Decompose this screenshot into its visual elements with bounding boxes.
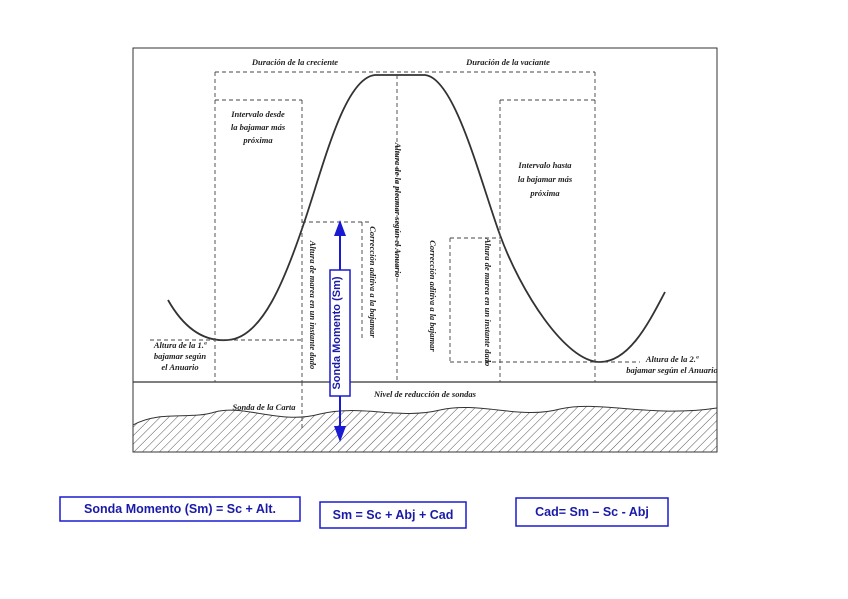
- label: próxima: [242, 135, 273, 145]
- label: Altura de marea en un instante dado: [483, 237, 493, 366]
- label: Altura de la pleamar según el Anuario: [393, 142, 403, 278]
- formula: Sm = Sc + Abj + Cad: [333, 508, 454, 522]
- label: Sonda de la Carta: [232, 402, 296, 412]
- formula: Cad= Sm – Sc - Abj: [535, 505, 649, 519]
- label: Corrección aditiva a la bajamar: [368, 226, 378, 338]
- label: la bajamar más: [231, 122, 286, 132]
- label: Intervalo hasta: [517, 160, 572, 170]
- sm-box: [329, 269, 351, 397]
- label: Altura de marea en un instante dado: [308, 240, 318, 369]
- label: Altura de la 2.ª: [645, 354, 699, 364]
- label: próxima: [529, 188, 560, 198]
- formula-box: [59, 496, 301, 522]
- label: Altura de la 1.ª: [153, 340, 207, 350]
- label: bajamar según el Anuario: [626, 365, 718, 375]
- label: Duración de la vaciante: [465, 57, 550, 67]
- formula-box: [319, 501, 467, 529]
- label: Intervalo desde: [230, 109, 285, 119]
- guides: [150, 71, 640, 430]
- label: Corrección aditiva a la bajamar: [428, 240, 438, 352]
- seabed: [132, 405, 718, 453]
- label: el Anuario: [161, 362, 198, 372]
- label: bajamar según: [154, 351, 206, 361]
- label: la bajamar más: [518, 174, 573, 184]
- formula: Sonda Momento (Sm) = Sc + Alt.: [84, 502, 276, 516]
- label: Duración de la creciente: [251, 57, 338, 67]
- label: Sonda Momento (Sm): [331, 276, 343, 389]
- label: Nivel de reducción de sondas: [373, 389, 477, 399]
- formula-box: [515, 497, 669, 527]
